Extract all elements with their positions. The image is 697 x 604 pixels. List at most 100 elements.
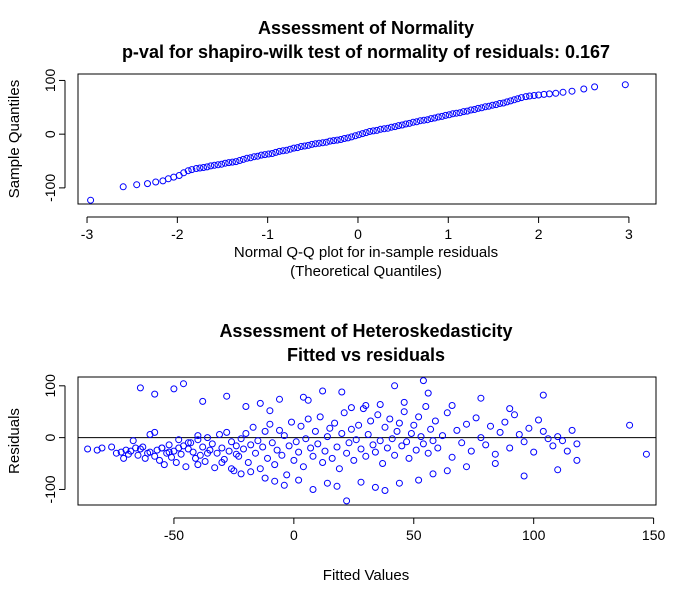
data-point: [184, 167, 192, 175]
data-point: [391, 123, 399, 131]
data-point: [434, 113, 442, 121]
data-point: [445, 111, 453, 119]
data-point: [211, 464, 219, 472]
data-point: [458, 439, 466, 447]
data-point: [403, 438, 411, 446]
y-tick-label: 100: [42, 69, 58, 93]
data-point: [271, 477, 279, 485]
data-point: [297, 422, 305, 430]
data-point: [357, 478, 365, 486]
data-point: [434, 444, 442, 452]
data-point: [398, 442, 406, 450]
data-point: [422, 403, 430, 410]
data-point: [242, 403, 250, 410]
data-point: [225, 447, 233, 455]
data-point: [419, 440, 427, 448]
data-point: [424, 389, 432, 397]
data-point: [304, 396, 312, 404]
data-point: [463, 463, 470, 471]
data-point: [108, 443, 116, 451]
data-point: [506, 405, 514, 413]
data-point: [350, 456, 358, 464]
data-point: [200, 164, 207, 171]
data-point: [491, 450, 499, 458]
data-point: [549, 442, 557, 450]
data-point: [266, 407, 274, 415]
data-point: [261, 151, 269, 159]
data-point: [283, 471, 291, 479]
data-point: [297, 143, 305, 150]
data-point: [87, 196, 95, 204]
x-tick-label: 2: [535, 226, 543, 242]
x-tick-label: -3: [81, 226, 94, 242]
data-point: [247, 154, 254, 162]
data-point: [482, 441, 490, 449]
data-point: [391, 451, 399, 459]
data-point: [201, 458, 209, 465]
data-point: [225, 159, 233, 167]
data-point: [415, 476, 423, 484]
y-tick-label: 0: [42, 434, 58, 442]
data-point: [400, 398, 408, 406]
qq-y-label: Sample Quantiles: [6, 80, 23, 198]
data-point: [223, 428, 231, 436]
data-point: [539, 427, 547, 435]
data-point: [144, 180, 151, 188]
data-point: [496, 428, 504, 436]
data-point: [301, 142, 309, 150]
data-point: [355, 131, 363, 139]
data-point: [129, 437, 137, 445]
data-point: [280, 481, 288, 489]
data-point: [371, 483, 379, 491]
data-point: [276, 395, 283, 403]
data-point: [286, 145, 294, 153]
data-point: [221, 159, 229, 167]
data-point: [182, 463, 190, 471]
data-point: [316, 413, 324, 421]
data-point: [232, 158, 240, 166]
data-point: [520, 438, 528, 446]
data-point: [514, 95, 522, 103]
resid-x-label: Fitted Values: [323, 567, 409, 584]
data-point: [309, 486, 317, 493]
data-point: [254, 152, 262, 160]
data-point: [481, 103, 489, 111]
data-point: [506, 444, 514, 452]
data-point: [381, 487, 389, 494]
data-point: [386, 415, 394, 423]
data-point: [213, 449, 221, 457]
data-point: [292, 438, 300, 446]
data-point: [256, 465, 264, 473]
resid-x-axis: -50 0 50 100 150: [164, 517, 665, 543]
data-point: [424, 449, 432, 457]
data-point: [517, 94, 525, 102]
qq-title: Assessment of Normality: [258, 18, 474, 38]
data-point: [199, 397, 207, 405]
x-tick-label: 0: [290, 527, 298, 543]
data-point: [427, 425, 435, 433]
data-point: [448, 453, 456, 461]
data-point: [218, 444, 226, 452]
data-point: [345, 439, 353, 447]
data-point: [194, 461, 202, 469]
data-point: [216, 431, 223, 438]
data-point: [295, 448, 303, 456]
resid-subtitle: Fitted vs residuals: [287, 345, 445, 365]
data-point: [194, 432, 202, 440]
residuals-panel: Assessment of Heteroskedasticity Fitted …: [6, 321, 665, 584]
data-point: [158, 444, 166, 452]
data-point: [84, 445, 92, 453]
data-point: [285, 442, 293, 450]
x-tick-label: -1: [261, 226, 274, 242]
data-point: [242, 430, 250, 437]
data-point: [187, 439, 195, 447]
data-point: [239, 155, 247, 163]
data-point: [359, 130, 366, 138]
data-point: [192, 165, 200, 172]
data-point: [266, 420, 274, 428]
data-point: [376, 401, 384, 408]
data-point: [535, 91, 543, 99]
data-point: [420, 116, 428, 124]
data-point: [311, 427, 319, 435]
data-point: [314, 440, 322, 448]
